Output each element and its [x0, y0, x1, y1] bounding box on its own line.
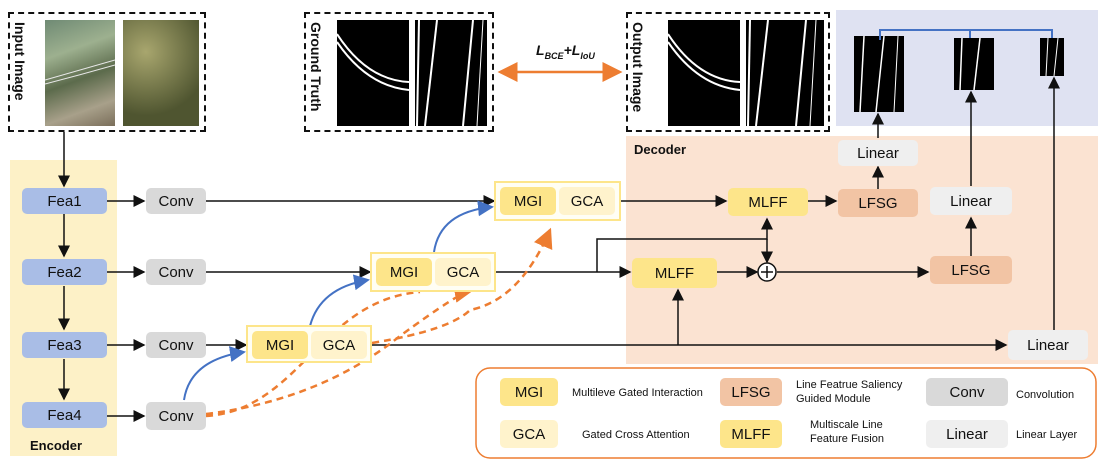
fea4-node: Fea4 [22, 402, 107, 428]
conv-node-4: Conv [146, 402, 206, 430]
legend-gca-swatch: GCA [500, 420, 558, 448]
linear-node-top: Linear [838, 140, 918, 166]
ground-truth-mask-2 [415, 20, 487, 126]
encoder-label: Encoder [30, 438, 83, 453]
legend-mlff-desc: Multiscale Line Feature Fusion [810, 419, 884, 445]
legend-gca-desc: Gated Cross Attention [582, 429, 690, 441]
output-mask-1 [668, 20, 740, 126]
mgi-node-1: MGI [500, 187, 556, 215]
output-mask-2 [746, 20, 824, 126]
legend-linear-desc: Linear Layer [1016, 429, 1078, 441]
gca-node-3: GCA [311, 331, 367, 359]
decoder-region [626, 136, 1098, 364]
linear-node-right: Linear [930, 187, 1012, 215]
mgi-node-2: MGI [376, 258, 432, 286]
legend-mlff-swatch: MLFF [720, 420, 782, 448]
fea1-node: Fea1 [22, 188, 107, 214]
gca-node-2: GCA [435, 258, 491, 286]
linear-node-bottom: Linear [1008, 330, 1088, 360]
mgi-node-3: MGI [252, 331, 308, 359]
input-photo-2 [123, 20, 199, 126]
conv-node-2: Conv [146, 259, 206, 285]
mlff-node-top: MLFF [728, 188, 808, 216]
input-image-label: Input Image [12, 22, 28, 101]
conv-node-1: Conv [146, 188, 206, 214]
legend-mgi-swatch: MGI [500, 378, 558, 406]
lfsg-node-top: LFSG [838, 189, 918, 217]
conv-node-3: Conv [146, 332, 206, 358]
decoder-label: Decoder [634, 142, 687, 157]
legend-lfsg-desc: Line Featrue Saliency Guided Module [796, 379, 903, 405]
mlff-node-lower: MLFF [632, 258, 717, 288]
saliency-map-2 [954, 38, 994, 90]
legend-conv-desc: Convolution [1016, 389, 1075, 401]
legend-mgi-desc: Multileve Gated Interaction [572, 387, 703, 399]
input-photo-1 [45, 20, 115, 126]
saliency-map-1 [854, 36, 904, 112]
fea2-node: Fea2 [22, 259, 107, 285]
ground-truth-label: Ground Truth [308, 22, 324, 112]
legend-lfsg-swatch: LFSG [720, 378, 782, 406]
fea3-node: Fea3 [22, 332, 107, 358]
gca-node-1: GCA [559, 187, 615, 215]
loss-label: LBCE+LIoU [536, 42, 595, 61]
legend-linear-swatch: Linear [926, 420, 1008, 448]
ground-truth-mask-1 [337, 20, 409, 126]
lfsg-node-lower: LFSG [930, 256, 1012, 284]
output-image-label: Output Image [630, 22, 646, 113]
legend-conv-swatch: Conv [926, 378, 1008, 406]
saliency-map-3 [1040, 38, 1064, 76]
